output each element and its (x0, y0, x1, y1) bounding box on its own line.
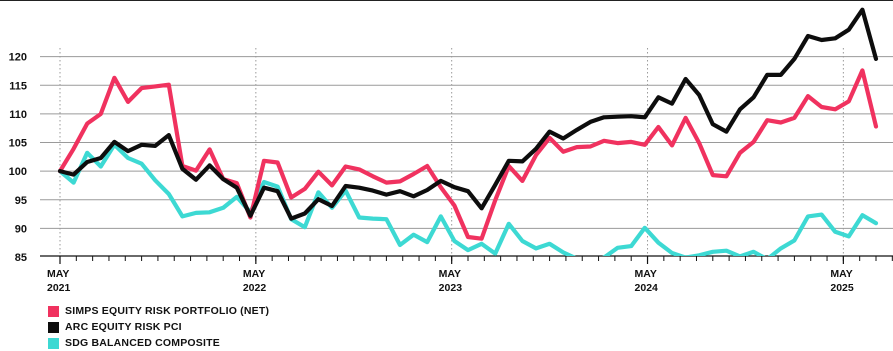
x-tick-year: 2025 (830, 282, 854, 294)
y-tick-label: 85 (15, 252, 27, 264)
series-lines (57, 7, 879, 256)
x-tick-year: 2021 (47, 282, 71, 294)
y-tick-label: 105 (9, 138, 27, 150)
series-line-sdg (57, 142, 879, 256)
legend-label-sdg: SDG BALANCED COMPOSITE (65, 337, 220, 349)
legend-item-sdg: SDG BALANCED COMPOSITE (48, 335, 269, 351)
x-tick-month: MAY (243, 268, 265, 280)
legend-swatch-simps (48, 305, 59, 317)
x-tick-month: MAY (439, 268, 461, 280)
x-tick-year: 2024 (635, 282, 659, 294)
y-tick-label: 100 (9, 166, 27, 178)
x-axis: MAY 2021 MAY 2022 MAY 2023 MAY 2024 MAY 2025 (40, 255, 893, 294)
series-line-simps (57, 68, 879, 241)
legend-swatch-arc (48, 321, 59, 333)
x-tick-year: 2022 (243, 282, 267, 294)
y-tick-label: 90 (15, 223, 27, 235)
x-tick-month: MAY (830, 268, 852, 280)
y-tick-label: 120 (9, 52, 27, 64)
legend-label-simps: SIMPS EQUITY RISK PORTFOLIO (NET) (65, 305, 270, 317)
x-tick-year: 2023 (439, 282, 463, 294)
y-tick-label: 115 (9, 80, 27, 92)
y-axis: 120 115 110 105 100 95 90 85 (9, 52, 27, 264)
legend: SIMPS EQUITY RISK PORTFOLIO (NET) ARC EQ… (48, 303, 269, 351)
legend-item-simps: SIMPS EQUITY RISK PORTFOLIO (NET) (48, 303, 269, 319)
y-tick-label: 95 (15, 195, 27, 207)
legend-swatch-sdg (48, 337, 59, 349)
legend-label-arc: ARC EQUITY RISK PCI (65, 321, 182, 333)
x-tick-month: MAY (47, 268, 69, 280)
legend-item-arc: ARC EQUITY RISK PCI (48, 319, 269, 335)
series-line-arc (57, 7, 879, 221)
y-tick-label: 110 (9, 109, 27, 121)
x-tick-month: MAY (635, 268, 657, 280)
